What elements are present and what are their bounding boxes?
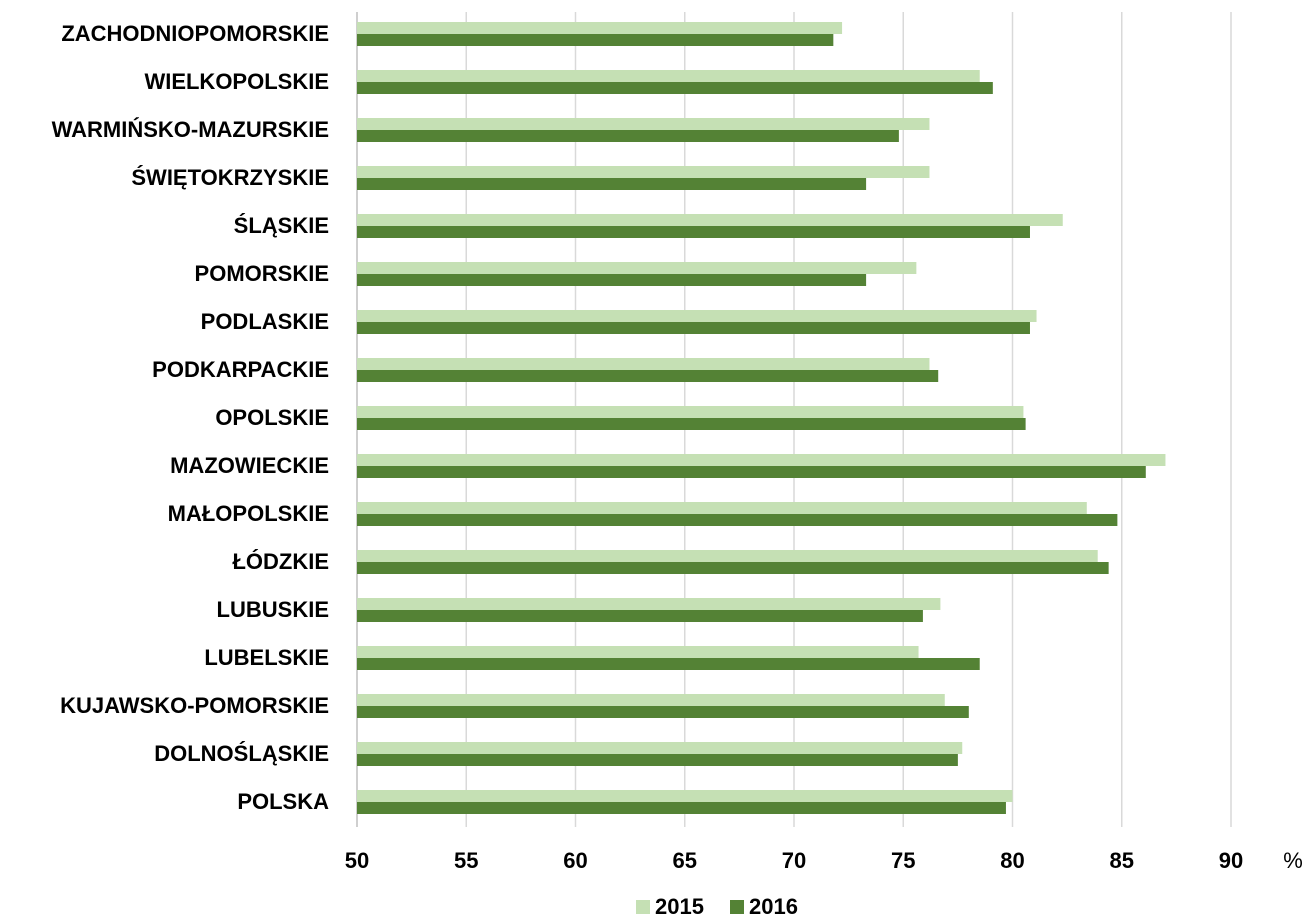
- bar-2016: [357, 226, 1030, 238]
- category-labels: ZACHODNIOPOMORSKIE WIELKOPOLSKIE WARMIŃSKO…: [52, 21, 330, 814]
- bar-2015: [357, 358, 930, 370]
- category-label: POLSKA: [237, 789, 329, 814]
- legend-label-2016: 2016: [749, 894, 798, 919]
- bar-2016: [357, 322, 1030, 334]
- bar-2016: [357, 514, 1118, 526]
- x-tick-label: 55: [454, 848, 478, 873]
- legend-swatch-2016: [730, 900, 744, 914]
- category-label: PODKARPACKIE: [152, 357, 329, 382]
- x-tick-label: 70: [782, 848, 806, 873]
- bar-2016: [357, 466, 1146, 478]
- bar-2015: [357, 742, 963, 754]
- bar-2016: [357, 130, 899, 142]
- bar-2016: [357, 418, 1026, 430]
- category-label: WIELKOPOLSKIE: [144, 69, 329, 94]
- category-label: ZACHODNIOPOMORSKIE: [61, 21, 329, 46]
- bar-2016: [357, 802, 1006, 814]
- x-tick-labels: 50 55 60 65 70 75 80 85 90: [345, 848, 1243, 873]
- x-tick-label: 80: [1000, 848, 1024, 873]
- category-label: DOLNOŚLĄSKIE: [154, 741, 329, 766]
- bar-2015: [357, 166, 930, 178]
- category-label: PODLASKIE: [201, 309, 329, 334]
- x-unit-label: %: [1283, 848, 1303, 873]
- bar-2016: [357, 370, 939, 382]
- category-label: KUJAWSKO-POMORSKIE: [60, 693, 329, 718]
- category-label: POMORSKIE: [195, 261, 329, 286]
- bar-2015: [357, 118, 930, 130]
- bar-2015: [357, 502, 1087, 514]
- x-tick-label: 85: [1110, 848, 1134, 873]
- bar-2016: [357, 82, 993, 94]
- bar-2015: [357, 454, 1166, 466]
- bar-2016: [357, 274, 867, 286]
- category-label: ŚWIĘTOKRZYSKIE: [131, 165, 329, 190]
- category-label: OPOLSKIE: [215, 405, 329, 430]
- x-tick-label: 60: [563, 848, 587, 873]
- bar-2015: [357, 310, 1037, 322]
- bar-2016: [357, 34, 834, 46]
- bar-2015: [357, 214, 1063, 226]
- bar-2016: [357, 754, 958, 766]
- category-label: ŚLĄSKIE: [234, 213, 329, 238]
- bar-2016: [357, 658, 980, 670]
- bar-2015: [357, 646, 919, 658]
- x-tick-label: 75: [891, 848, 915, 873]
- bar-2015: [357, 70, 980, 82]
- x-tick-label: 50: [345, 848, 369, 873]
- bar-2015: [357, 262, 917, 274]
- category-label: LUBELSKIE: [204, 645, 329, 670]
- category-label: ŁÓDZKIE: [232, 549, 329, 574]
- category-label: LUBUSKIE: [217, 597, 329, 622]
- legend-label-2015: 2015: [655, 894, 704, 919]
- bar-2015: [357, 406, 1024, 418]
- bar-2016: [357, 610, 923, 622]
- legend: 2015 2016: [636, 894, 798, 919]
- bar-2015: [357, 694, 945, 706]
- legend-swatch-2015: [636, 900, 650, 914]
- x-tick-label: 90: [1219, 848, 1243, 873]
- bar-2016: [357, 706, 969, 718]
- bar-2015: [357, 550, 1098, 562]
- category-label: WARMIŃSKO-MAZURSKIE: [52, 117, 329, 142]
- bar-2015: [357, 790, 1013, 802]
- bar-2016: [357, 562, 1109, 574]
- x-tick-label: 65: [673, 848, 697, 873]
- bar-2016: [357, 178, 867, 190]
- bars-group: [357, 22, 1166, 814]
- bar-2015: [357, 598, 941, 610]
- category-label: MAŁOPOLSKIE: [168, 501, 329, 526]
- category-label: MAZOWIECKIE: [170, 453, 329, 478]
- bar-2015: [357, 22, 843, 34]
